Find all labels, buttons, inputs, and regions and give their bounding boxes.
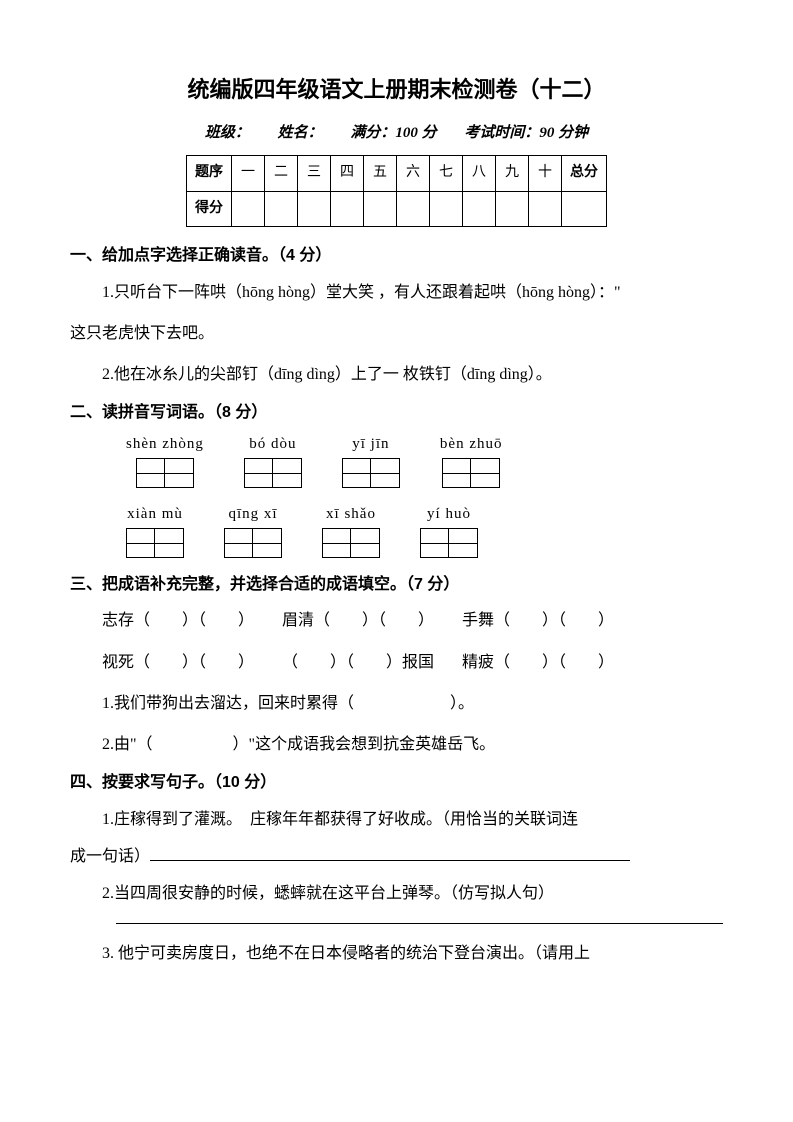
- char-grid: [244, 458, 302, 488]
- s4-q3: 3. 他宁可卖房度日，也绝不在日本侵略者的统治下登台演出。（请用上: [70, 936, 723, 971]
- score-cell: [430, 191, 463, 226]
- char-grid: [136, 458, 194, 488]
- s3-q2: 2.由"（ ）"这个成语我会想到抗金英雄岳飞。: [70, 727, 723, 762]
- s3-line1: 志存（ ）（ ） 眉清（ ）（ ） 手舞（ ）（ ）: [70, 603, 723, 638]
- section-3-heading: 三、把成语补充完整，并选择合适的成语填空。（7 分）: [70, 572, 723, 598]
- char-cell: [351, 529, 379, 557]
- char-grid: [126, 528, 184, 558]
- section-1-heading: 一、给加点字选择正确读音。（4 分）: [70, 243, 723, 269]
- char-cell: [155, 529, 183, 557]
- col-1: 一: [232, 156, 265, 191]
- idiom: 志存（ ）（ ）: [102, 612, 254, 629]
- col-8: 八: [463, 156, 496, 191]
- col-4: 四: [331, 156, 364, 191]
- idiom: （ ）（ ）报国: [282, 654, 434, 671]
- idiom: 精疲（ ）（ ）: [462, 654, 614, 671]
- col-7: 七: [430, 156, 463, 191]
- pinyin-text: yí huò: [427, 502, 471, 526]
- s4-q1b: 成一句话）: [70, 839, 723, 874]
- score-cell: [331, 191, 364, 226]
- score-cell: [364, 191, 397, 226]
- section-4-heading: 四、按要求写句子。（10 分）: [70, 770, 723, 796]
- score-cell: [562, 191, 607, 226]
- idiom: 眉清（ ）（ ）: [282, 612, 434, 629]
- class-label: 班级：: [205, 125, 250, 141]
- char-grid: [420, 528, 478, 558]
- time-label: 考试时间：90 分钟: [464, 125, 588, 141]
- s4-q1b-text: 成一句话）: [70, 848, 150, 865]
- char-cell: [343, 459, 371, 487]
- exam-info: 班级： 姓名： 满分：100 分 考试时间：90 分钟: [70, 121, 723, 145]
- idiom: 视死（ ）（ ）: [102, 654, 254, 671]
- pinyin-item: xī shǎo: [322, 502, 380, 558]
- s4-q2: 2.当四周很安静的时候，蟋蟀就在这平台上弹琴。（仿写拟人句）: [70, 876, 723, 911]
- col-5: 五: [364, 156, 397, 191]
- idiom: 手舞（ ）（ ）: [462, 612, 614, 629]
- char-cell: [443, 459, 471, 487]
- s1-q2: 2.他在冰糸儿的尖部钉（dīng dìng）上了一 枚铁钉（dīng dìng）…: [70, 357, 723, 392]
- score-cell: [298, 191, 331, 226]
- char-cell: [471, 459, 499, 487]
- pinyin-row-1: shèn zhòng bó dòu yī jīn bèn zhuō: [126, 432, 723, 488]
- score-cell: [496, 191, 529, 226]
- score-label: 得分: [187, 191, 232, 226]
- char-grid: [224, 528, 282, 558]
- pinyin-item: qīng xī: [224, 502, 282, 558]
- char-cell: [137, 459, 165, 487]
- col-9: 九: [496, 156, 529, 191]
- pinyin-text: bó dòu: [249, 432, 296, 456]
- pinyin-text: xiàn mù: [127, 502, 183, 526]
- pinyin-text: bèn zhuō: [440, 432, 503, 456]
- char-grid: [322, 528, 380, 558]
- s1-q1b: 这只老虎快下去吧。: [70, 316, 723, 351]
- score-cell: [397, 191, 430, 226]
- fullscore-label: 满分：100 分: [350, 125, 436, 141]
- char-cell: [253, 529, 281, 557]
- char-cell: [225, 529, 253, 557]
- char-cell: [421, 529, 449, 557]
- pinyin-row-2: xiàn mù qīng xī xī shǎo yí huò: [126, 502, 723, 558]
- name-label: 姓名：: [278, 125, 323, 141]
- pinyin-item: xiàn mù: [126, 502, 184, 558]
- char-cell: [245, 459, 273, 487]
- col-6: 六: [397, 156, 430, 191]
- pinyin-item: yí huò: [420, 502, 478, 558]
- pinyin-text: shèn zhòng: [126, 432, 204, 456]
- pinyin-item: yī jīn: [342, 432, 400, 488]
- pinyin-text: qīng xī: [228, 502, 277, 526]
- exam-title: 统编版四年级语文上册期末检测卷（十二）: [70, 72, 723, 107]
- header-label: 题序: [187, 156, 232, 191]
- total-label: 总分: [562, 156, 607, 191]
- score-cell: [265, 191, 298, 226]
- s3-line2: 视死（ ）（ ） （ ）（ ）报国 精疲（ ）（ ）: [70, 645, 723, 680]
- char-cell: [371, 459, 399, 487]
- answer-line: [116, 923, 723, 924]
- char-cell: [323, 529, 351, 557]
- pinyin-text: xī shǎo: [326, 502, 376, 526]
- pinyin-item: shèn zhòng: [126, 432, 204, 488]
- char-grid: [442, 458, 500, 488]
- pinyin-item: bèn zhuō: [440, 432, 503, 488]
- col-10: 十: [529, 156, 562, 191]
- section-2-heading: 二、读拼音写词语。（8 分）: [70, 400, 723, 426]
- score-cell: [463, 191, 496, 226]
- s4-q1a: 1.庄稼得到了灌溉。 庄稼年年都获得了好收成。（用恰当的关联词连: [70, 802, 723, 837]
- char-cell: [273, 459, 301, 487]
- s1-q1a: 1.只听台下一阵哄（hōng hòng）堂大笑 ，有人还跟着起哄（hōng hò…: [70, 275, 723, 310]
- char-grid: [342, 458, 400, 488]
- s3-q1: 1.我们带狗出去溜达，回来时累得（ ）。: [70, 686, 723, 721]
- col-3: 三: [298, 156, 331, 191]
- score-cell: [232, 191, 265, 226]
- char-cell: [449, 529, 477, 557]
- pinyin-text: yī jīn: [352, 432, 389, 456]
- score-table: 题序 一 二 三 四 五 六 七 八 九 十 总分 得分: [186, 155, 607, 227]
- col-2: 二: [265, 156, 298, 191]
- score-cell: [529, 191, 562, 226]
- pinyin-item: bó dòu: [244, 432, 302, 488]
- char-cell: [165, 459, 193, 487]
- char-cell: [127, 529, 155, 557]
- answer-line: [150, 845, 630, 861]
